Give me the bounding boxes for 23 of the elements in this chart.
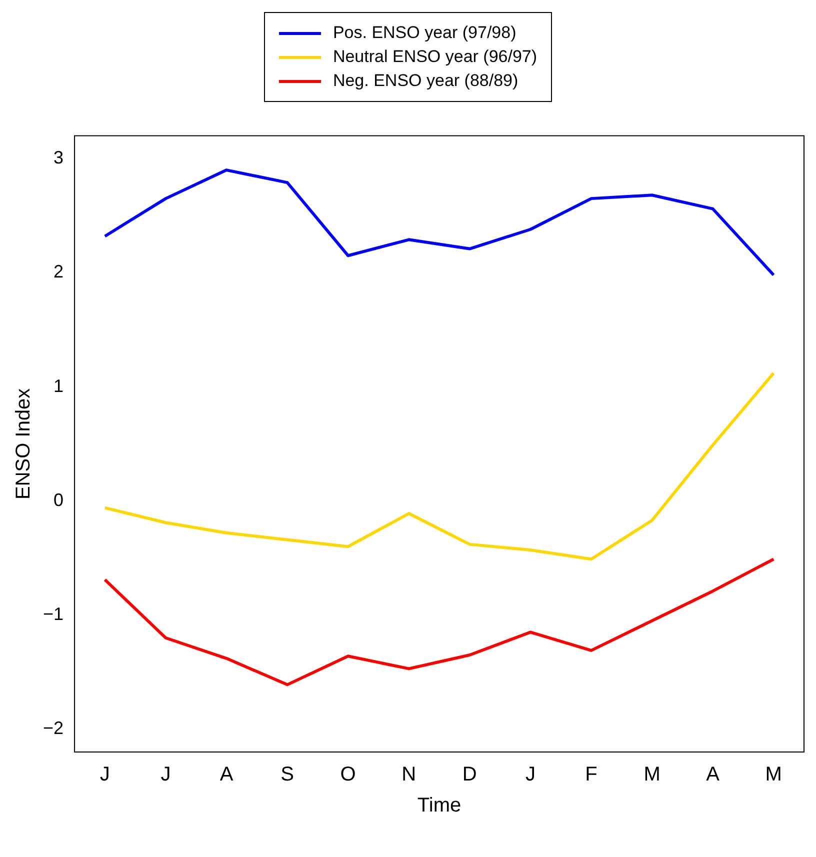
x-tick-label: S [280,764,294,786]
x-tick-label: F [585,764,598,786]
x-tick-label: A [220,764,234,786]
y-tick-label: 0 [54,490,64,510]
x-tick-label: N [402,764,416,786]
legend-label: Neutral ENSO year (96/97) [332,47,538,67]
y-tick-label: 3 [54,148,64,168]
x-tick-label: J [525,764,536,786]
x-tick-label: M [765,764,782,786]
legend-label: Pos. ENSO year (97/98) [332,23,516,43]
x-tick-label: O [340,764,356,786]
x-tick-label: J [100,764,110,786]
x-axis-title: Time [417,794,462,817]
y-axis-title: ENSO Index [12,388,35,500]
legend-label: Neg. ENSO year (88/89) [332,71,518,91]
y-tick-label: −1 [42,604,64,624]
x-tick-label: J [160,764,171,786]
x-tick-label: M [644,764,660,786]
y-tick-label: 1 [54,376,64,396]
y-tick-label: 2 [54,262,64,282]
x-tick-label: A [706,764,720,786]
y-tick-label: −2 [42,718,64,738]
x-tick-label: D [462,764,477,786]
